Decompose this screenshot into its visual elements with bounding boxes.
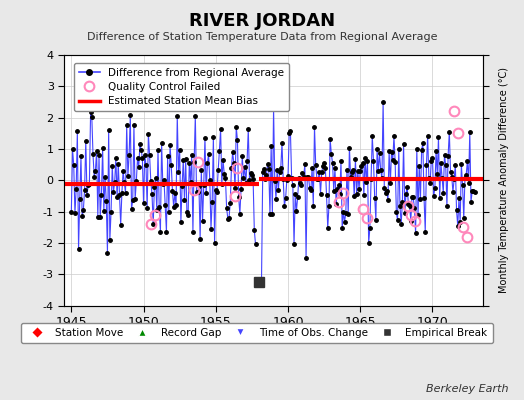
Text: RIVER JORDAN: RIVER JORDAN	[189, 12, 335, 30]
Text: Difference of Station Temperature Data from Regional Average: Difference of Station Temperature Data f…	[87, 32, 437, 42]
Y-axis label: Monthly Temperature Anomaly Difference (°C): Monthly Temperature Anomaly Difference (…	[499, 68, 509, 294]
Text: Berkeley Earth: Berkeley Earth	[426, 384, 508, 394]
Legend: Station Move, Record Gap, Time of Obs. Change, Empirical Break: Station Move, Record Gap, Time of Obs. C…	[21, 323, 493, 343]
